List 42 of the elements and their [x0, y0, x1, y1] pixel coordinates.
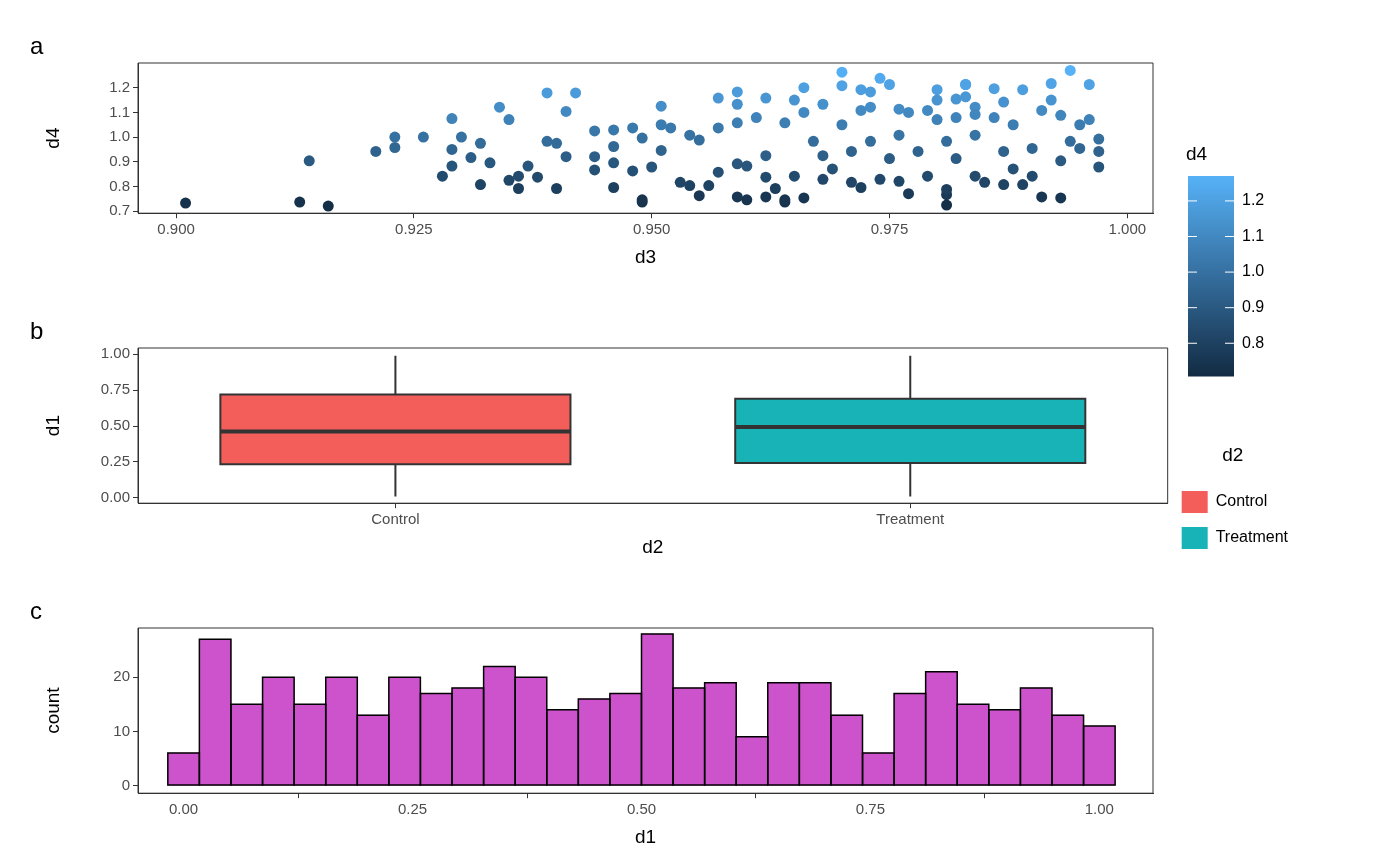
- x-tick-label: 0.925: [395, 220, 433, 238]
- y-axis-title: d4: [41, 127, 63, 149]
- y-tick-label: 0.8: [109, 176, 130, 194]
- y-tick-label: 10: [113, 721, 130, 739]
- x-tick-label: 0.900: [157, 220, 195, 238]
- x-tick-label: 0.75: [855, 800, 886, 818]
- y-tick-label: 0.00: [100, 488, 130, 506]
- y-tick-label: 0.50: [100, 416, 130, 434]
- y-axis-title: d1: [41, 415, 63, 437]
- x-tick-label: 0.00: [169, 800, 199, 818]
- y-tick-label: 1.1: [109, 102, 130, 120]
- chart-title: b: [30, 316, 44, 344]
- color-bar-label: 1.0: [1242, 262, 1265, 280]
- y-tick-label: 0.7: [109, 201, 130, 219]
- y-axis-title: count: [41, 686, 63, 734]
- x-tick-label: 0.975: [870, 220, 909, 238]
- y-tick-label: 0.75: [100, 380, 130, 398]
- y-tick-label: 1.0: [109, 127, 130, 145]
- x-tick-label: 0.25: [397, 800, 428, 818]
- x-tick-label: 1.00: [1084, 800, 1114, 818]
- color-bar-label: 1.1: [1242, 226, 1265, 244]
- x-tick-label: 0.50: [626, 800, 657, 818]
- color-bar-label: 1.2: [1242, 191, 1265, 209]
- color-bar-label: 0.9: [1242, 298, 1265, 316]
- x-tick-label: 0.950: [632, 220, 671, 238]
- chart-title: c: [30, 596, 42, 624]
- x-axis-title: d3: [634, 245, 657, 267]
- chart-title: a: [30, 31, 44, 59]
- color-bar-label: 0.8: [1242, 333, 1265, 351]
- x-tick-label: 1.000: [1108, 220, 1147, 238]
- y-tick-label: 0.9: [109, 151, 130, 169]
- y-tick-label: 0.25: [100, 452, 130, 470]
- y-tick-label: 1.2: [109, 77, 130, 95]
- x-axis-title: d2: [642, 535, 664, 557]
- legend-label: Control: [1215, 492, 1268, 510]
- y-tick-label: 0: [121, 775, 130, 793]
- legend-label: Treatment: [1215, 528, 1289, 546]
- legend-title: d2: [1222, 443, 1244, 465]
- color-bar-title: d4: [1186, 142, 1208, 164]
- y-tick-label: 20: [113, 667, 130, 685]
- y-tick-label: 1.00: [100, 344, 130, 362]
- x-axis-title: d1: [634, 825, 657, 847]
